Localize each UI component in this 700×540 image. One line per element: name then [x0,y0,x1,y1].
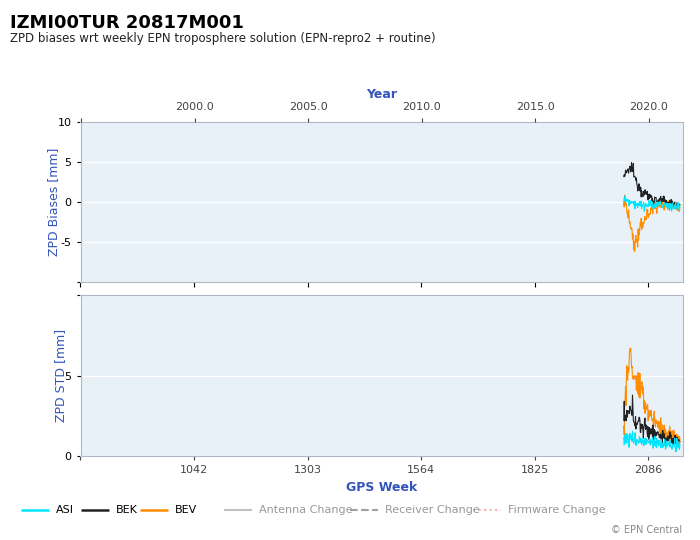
Text: ASI: ASI [56,505,74,515]
Text: Receiver Change: Receiver Change [385,505,480,515]
X-axis label: Year: Year [366,89,397,102]
Text: © EPN Central: © EPN Central [611,524,682,535]
Text: Antenna Change: Antenna Change [259,505,353,515]
Text: IZMI00TUR 20817M001: IZMI00TUR 20817M001 [10,14,244,31]
Text: Firmware Change: Firmware Change [508,505,605,515]
Text: BEK: BEK [116,505,137,515]
X-axis label: GPS Week: GPS Week [346,481,417,494]
Y-axis label: ZPD Biases [mm]: ZPD Biases [mm] [47,148,60,256]
Y-axis label: ZPD STD [mm]: ZPD STD [mm] [54,329,66,422]
Text: BEV: BEV [175,505,197,515]
Text: ZPD biases wrt weekly EPN troposphere solution (EPN-repro2 + routine): ZPD biases wrt weekly EPN troposphere so… [10,32,436,45]
